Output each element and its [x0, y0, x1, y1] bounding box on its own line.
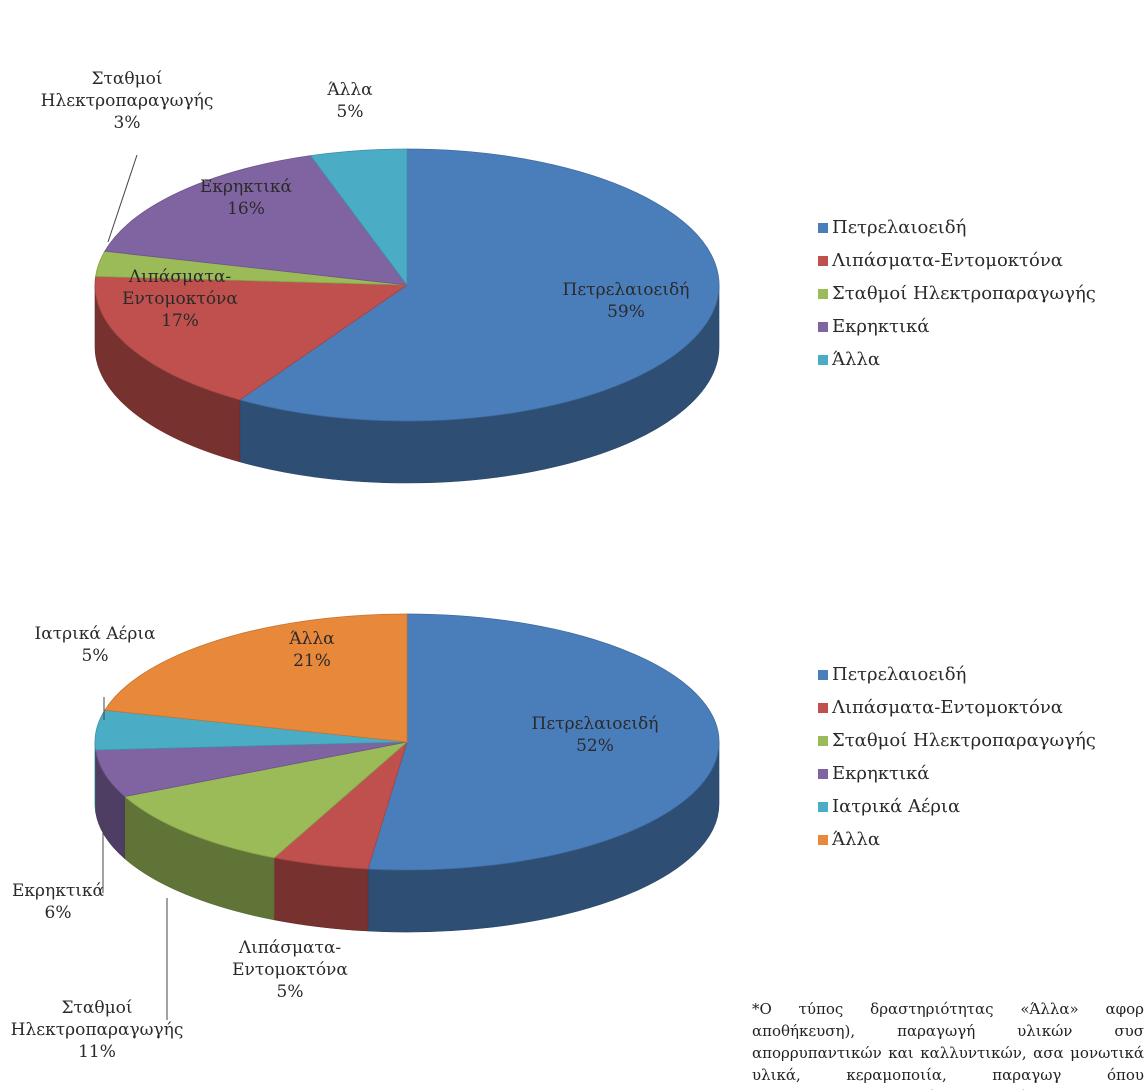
- legend-item-πετρελαιοειδή: Πετρελαιοειδή: [818, 664, 966, 685]
- slice-label-λιπάσματα-εντομοκτόνα: Λιπάσματα-Εντομοκτόνα 17%: [122, 267, 238, 331]
- legend-swatch: [818, 802, 828, 812]
- legend-swatch: [818, 223, 828, 233]
- legend-swatch: [818, 256, 828, 266]
- legend-label: Πετρελαιοειδή: [832, 664, 966, 685]
- legend-label: Ιατρικά Αέρια: [832, 796, 960, 817]
- pie-wall-ιατρικά-αέρια: [94, 741, 96, 813]
- legend-label: Πετρελαιοειδή: [832, 217, 966, 238]
- slice-label-εκρηκτικά: Εκρηκτικά 16%: [200, 177, 293, 219]
- pie-slice-άλλα: [104, 613, 408, 743]
- leader-line: [107, 154, 138, 243]
- pie-slice-σταθμοί-ηλεκτροπαραγωγής: [123, 741, 409, 859]
- pie-slice-πετρελαιοειδή: [367, 613, 720, 871]
- pie-slice-πετρελαιοειδή: [238, 148, 720, 422]
- slice-label-εκρηκτικά: Εκρηκτικά 6%: [12, 881, 105, 923]
- legend-item-λιπάσματα-εντομοκτόνα: Λιπάσματα-Εντομοκτόνα: [818, 697, 1063, 718]
- legend-2: Πετρελαιοειδή Λιπάσματα-Εντομοκτόνα Σταθμο…: [818, 664, 1096, 850]
- legend-label: Άλλα: [831, 829, 880, 850]
- legend-label: Σταθμοί Ηλεκτροπαραγωγής: [832, 730, 1096, 751]
- slice-label-ιατρικά-αέρια: Ιατρικά Αέρια 5%: [35, 624, 157, 666]
- legend-item-άλλα: Άλλα: [818, 829, 880, 850]
- legend-label: Εκρηκτικά: [832, 763, 929, 784]
- legend-item-εκρηκτικά: Εκρηκτικά: [818, 316, 929, 337]
- legend-item-ιατρικά-αέρια: Ιατρικά Αέρια: [818, 796, 960, 817]
- legend-item-άλλα: Άλλα: [818, 349, 880, 370]
- legend-item-σταθμοί-ηλεκτροπαραγωγής: Σταθμοί Ηλεκτροπαραγωγής: [818, 730, 1096, 751]
- legend-swatch: [818, 703, 828, 713]
- legend-swatch: [818, 355, 828, 365]
- legend-swatch: [818, 670, 828, 680]
- legend-item-λιπάσματα-εντομοκτόνα: Λιπάσματα-Εντομοκτόνα: [818, 250, 1063, 271]
- slice-label-σταθμοί-ηλεκτροπαραγωγής: Σταθμοί Ηλεκτροπαραγωγής 11%: [11, 998, 184, 1062]
- legend-label: Λιπάσματα-Εντομοκτόνα: [831, 697, 1063, 718]
- legend-swatch: [818, 289, 828, 299]
- legend-item-σταθμοί-ηλεκτροπαραγωγής: Σταθμοί Ηλεκτροπαραγωγής: [818, 283, 1096, 304]
- legend-item-εκρηκτικά: Εκρηκτικά: [818, 763, 929, 784]
- legend-swatch: [818, 736, 828, 746]
- legend-1: Πετρελαιοειδή Λιπάσματα-Εντομοκτόνα Σταθμο…: [818, 217, 1096, 370]
- slice-label-πετρελαιοειδή: Πετρελαιοειδή 59%: [563, 280, 690, 322]
- footnote-text: *Ο τύπος δραστηριότητας «Άλλα» αφορ αποθ…: [752, 1000, 1144, 1090]
- pie-slice-εκρηκτικά: [104, 155, 408, 286]
- pie-slice-λιπάσματα-εντομοκτόνα: [94, 276, 409, 401]
- legend-label: Λιπάσματα-Εντομοκτόνα: [831, 250, 1063, 271]
- legend-item-πετρελαιοειδή: Πετρελαιοειδή: [818, 217, 966, 238]
- slice-label-πετρελαιοειδή: Πετρελαιοειδή 52%: [532, 714, 659, 756]
- pie-wall-λιπάσματα-εντομοκτόνα: [273, 857, 369, 932]
- legend-label: Εκρηκτικά: [832, 316, 929, 337]
- slice-label-άλλα: Άλλα 5%: [326, 80, 373, 122]
- slice-label-άλλα: Άλλα 21%: [288, 629, 335, 671]
- slice-label-σταθμοί-ηλεκτροπαραγωγής: Σταθμοί Ηλεκτροπαραγωγής 3%: [41, 69, 214, 133]
- pie-chart-2: Πετρελαιοειδή 52% Λιπάσματα-Εντομοκτόνα 5% Σ…: [11, 613, 1096, 1062]
- slice-label-λιπάσματα-εντομοκτόνα: Λιπάσματα-Εντομοκτόνα 5%: [232, 938, 348, 1002]
- pie-chart-1: Πετρελαιοειδή 59% Λιπάσματα-Εντομοκτόνα 17%…: [41, 69, 1096, 484]
- pie-side-walls: [94, 741, 720, 933]
- legend-swatch: [818, 322, 828, 332]
- legend-swatch: [818, 769, 828, 779]
- legend-label: Σταθμοί Ηλεκτροπαραγωγής: [832, 283, 1096, 304]
- legend-swatch: [818, 835, 828, 845]
- pie-slice-άλλα: [309, 148, 408, 287]
- legend-label: Άλλα: [831, 349, 880, 370]
